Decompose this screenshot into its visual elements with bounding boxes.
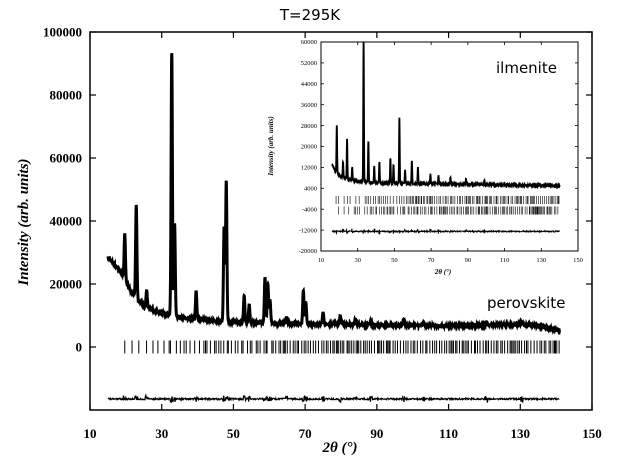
main-difference-curve [107,393,560,403]
inset-x-axis: 10 30 50 70 90 110 130 150 [318,42,583,264]
x-tick-label: 150 [582,426,602,441]
y-tick-label: 20000 [301,144,317,151]
perovskite-label: perovskite [487,294,565,312]
y-tick-label: 20000 [50,277,83,292]
x-tick-label: 70 [428,257,435,264]
y-tick-label: 36000 [301,102,317,109]
x-tick-label: 150 [573,257,583,264]
main-y-axis-label: Intensity (arb. units) [16,158,32,286]
x-tick-label: 90 [370,426,383,441]
x-tick-label: 30 [354,257,361,264]
x-tick-label: 110 [500,257,510,264]
x-tick-label: 130 [536,257,546,264]
chart-title: T=295K [279,6,341,24]
x-tick-label: 130 [511,426,531,441]
x-tick-label: 50 [227,426,240,441]
inset-difference-curve [331,227,560,235]
y-tick-label: 44000 [301,81,317,88]
inset-observed-profile [331,41,561,190]
y-tick-label: 60000 [301,39,317,46]
y-tick-label: -4000 [302,206,317,213]
inset-plot: -20000 -12000 -4000 4000 12000 20000 28000 3600… [267,39,583,276]
main-plot: 0 20000 40000 60000 80000 100000 10 30 50 70 90 11… [16,25,602,457]
ilmenite-label: ilmenite [496,59,557,77]
ilmenite-bragg-marks [335,196,560,215]
y-tick-label: -20000 [299,248,317,255]
y-tick-label: 28000 [301,123,317,130]
y-tick-label: 60000 [50,151,83,166]
y-tick-label: 40000 [50,214,83,229]
y-tick-label: 52000 [301,60,317,67]
perovskite-bragg-marks [124,340,560,354]
y-tick-label: 100000 [43,25,82,40]
x-tick-label: 10 [84,426,97,441]
x-tick-label: 90 [465,257,472,264]
main-x-axis: 10 30 50 70 90 110 130 150 [84,32,602,441]
main-observed-profile [106,52,562,336]
x-tick-label: 110 [439,426,458,441]
y-tick-label: 80000 [50,88,83,103]
x-tick-label: 10 [318,257,325,264]
y-tick-label: -12000 [299,227,317,234]
main-x-axis-label: 2θ (°) [321,440,357,456]
inset-y-axis: -20000 -12000 -4000 4000 12000 20000 28000 3600… [299,39,578,255]
y-tick-label: 0 [76,340,83,355]
main-y-axis: 0 20000 40000 60000 80000 100000 [43,25,592,355]
x-tick-label: 70 [299,426,312,441]
x-tick-label: 30 [155,426,168,441]
x-tick-label: 50 [391,257,398,264]
y-tick-label: 4000 [304,186,317,193]
inset-x-axis-label: 2θ (°) [434,268,451,276]
inset-y-axis-label: Intensity (arb. units) [267,116,275,176]
y-tick-label: 12000 [301,165,317,172]
